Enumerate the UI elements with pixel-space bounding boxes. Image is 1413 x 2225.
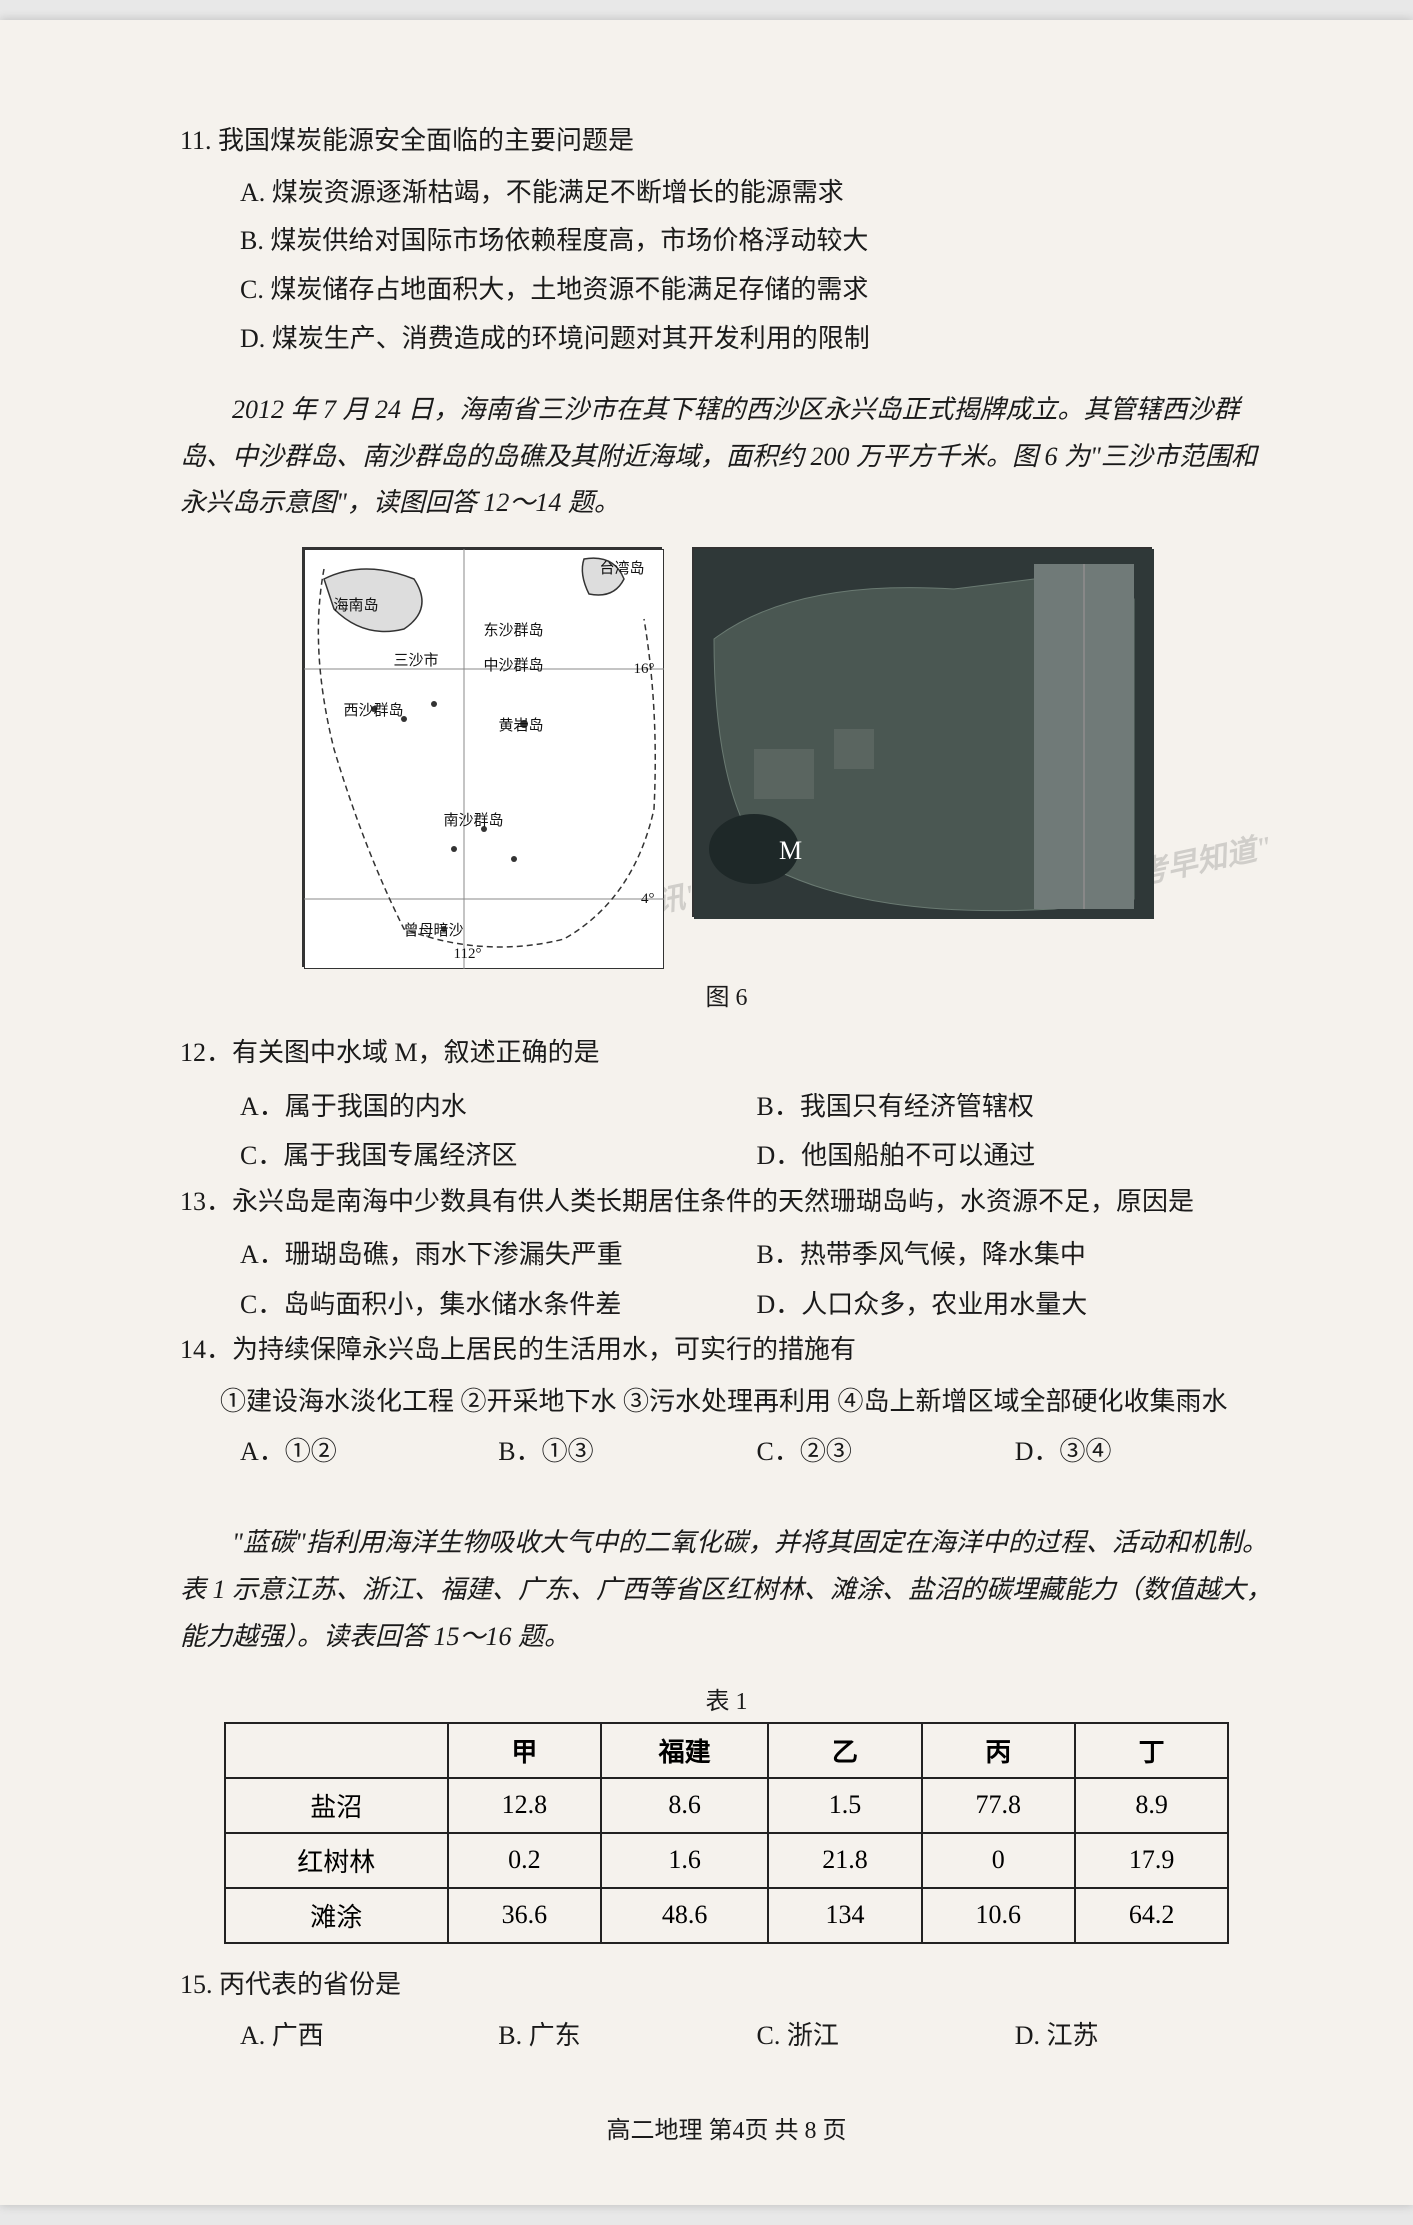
q15-option-d: D. 江苏: [1015, 2013, 1273, 2060]
row1-c3: 1.5: [768, 1778, 921, 1833]
q12-option-b: B．我国只有经济管辖权: [757, 1082, 1274, 1131]
row1-c1: 12.8: [448, 1778, 601, 1833]
label-xisha: 西沙群岛: [344, 699, 404, 720]
row2-c4: 0: [922, 1833, 1075, 1888]
q14-option-b: B．①③: [498, 1429, 756, 1476]
label-huangyan: 黄岩岛: [499, 714, 544, 735]
q11-option-b: B. 煤炭供给对国际市场依赖程度高，市场价格浮动较大: [240, 218, 1273, 265]
q13-stem: 13．永兴岛是南海中少数具有供人类长期居住条件的天然珊瑚岛屿，水资源不足，原因是: [180, 1181, 1273, 1223]
row1-c2: 8.6: [601, 1778, 768, 1833]
q11-option-a: A. 煤炭资源逐渐枯竭，不能满足不断增长的能源需求: [240, 170, 1273, 217]
label-zhongsha: 中沙群岛: [484, 654, 544, 675]
page-footer: 高二地理 第4页 共 8 页: [180, 2110, 1273, 2145]
passage-2: "蓝碳"指利用海洋生物吸收大气中的二氧化碳，并将其固定在海洋中的过程、活动和机制…: [180, 1520, 1273, 1660]
q14-option-d: D．③④: [1015, 1429, 1273, 1476]
q11-option-d: D. 煤炭生产、消费造成的环境问题对其开发利用的限制: [240, 316, 1273, 363]
q13-option-a: A．珊瑚岛礁，雨水下渗漏失严重: [240, 1230, 757, 1279]
label-m: M: [779, 836, 802, 865]
row3-c2: 48.6: [601, 1888, 768, 1943]
q12-option-a: A．属于我国的内水: [240, 1082, 757, 1131]
row2-label: 红树林: [225, 1833, 448, 1888]
row3-label: 滩涂: [225, 1888, 448, 1943]
label-lat4: 4°: [641, 891, 655, 908]
row2-c1: 0.2: [448, 1833, 601, 1888]
q14-options: A．①② B．①③ C．②③ D．③④: [180, 1429, 1273, 1476]
figure-6-row: 台湾岛 东沙群岛 海南岛 三沙市 中沙群岛 西沙群岛 黄岩岛 南沙群岛 曾母暗沙…: [180, 547, 1273, 967]
q14-option-c: C．②③: [757, 1429, 1015, 1476]
q15-option-a: A. 广西: [240, 2013, 498, 2060]
q13-options: A．珊瑚岛礁，雨水下渗漏失严重 B．热带季风气候，降水集中 C．岛屿面积小，集水…: [180, 1230, 1273, 1329]
row3-c1: 36.6: [448, 1888, 601, 1943]
label-hainan: 海南岛: [334, 594, 379, 615]
table-row-tantu: 滩涂 36.6 48.6 134 10.6 64.2: [225, 1888, 1229, 1943]
row3-c5: 64.2: [1075, 1888, 1228, 1943]
row2-c2: 1.6: [601, 1833, 768, 1888]
label-zengmu: 曾母暗沙: [404, 919, 464, 940]
q11-option-c: C. 煤炭储存占地面积大，土地资源不能满足存储的需求: [240, 267, 1273, 314]
label-nansha: 南沙群岛: [444, 809, 504, 830]
th-blank: [225, 1723, 448, 1778]
table-1-caption: 表 1: [180, 1681, 1273, 1716]
photo-svg: M: [694, 549, 1154, 919]
th-ding: 丁: [1075, 1723, 1228, 1778]
th-bing: 丙: [922, 1723, 1075, 1778]
q14-stem: 14．为持续保障永兴岛上居民的生活用水，可实行的措施有: [180, 1329, 1273, 1371]
table-header-row: 甲 福建 乙 丙 丁: [225, 1723, 1229, 1778]
q15-option-c: C. 浙江: [757, 2013, 1015, 2060]
q13-option-d: D．人口众多，农业用水量大: [757, 1280, 1274, 1329]
label-lat16: 16°: [634, 661, 655, 678]
row3-c3: 134: [768, 1888, 921, 1943]
q12-option-c: C．属于我国专属经济区: [240, 1131, 757, 1180]
q12-options: A．属于我国的内水 B．我国只有经济管辖权 C．属于我国专属经济区 D．他国船舶…: [180, 1082, 1273, 1181]
row3-c4: 10.6: [922, 1888, 1075, 1943]
q15-option-b: B. 广东: [498, 2013, 756, 2060]
q11-options: A. 煤炭资源逐渐枯竭，不能满足不断增长的能源需求 B. 煤炭供给对国际市场依赖…: [180, 170, 1273, 363]
label-sansha: 三沙市: [394, 649, 439, 670]
table-1: 甲 福建 乙 丙 丁 盐沼 12.8 8.6 1.5 77.8 8.9 红树林 …: [224, 1722, 1230, 1944]
q13-option-c: C．岛屿面积小，集水储水条件差: [240, 1280, 757, 1329]
label-lon112: 112°: [454, 946, 482, 963]
th-fujian: 福建: [601, 1723, 768, 1778]
label-taiwan: 台湾岛: [599, 557, 644, 578]
th-jia: 甲: [448, 1723, 601, 1778]
row2-c5: 17.9: [1075, 1833, 1228, 1888]
q13-option-b: B．热带季风气候，降水集中: [757, 1230, 1274, 1279]
row1-label: 盐沼: [225, 1778, 448, 1833]
row1-c5: 8.9: [1075, 1778, 1228, 1833]
q12-option-d: D．他国船舶不可以通过: [757, 1131, 1274, 1180]
label-dongsha: 东沙群岛: [484, 619, 544, 640]
photo-yongxing: M: [692, 547, 1152, 917]
table-row-yanzhao: 盐沼 12.8 8.6 1.5 77.8 8.9: [225, 1778, 1229, 1833]
q12-stem: 12．有关图中水域 M，叙述正确的是: [180, 1032, 1273, 1074]
map-sansha: 台湾岛 东沙群岛 海南岛 三沙市 中沙群岛 西沙群岛 黄岩岛 南沙群岛 曾母暗沙…: [302, 547, 662, 967]
figure-6-caption: 图 6: [180, 977, 1273, 1012]
q15-options: A. 广西 B. 广东 C. 浙江 D. 江苏: [180, 2013, 1273, 2060]
row2-c3: 21.8: [768, 1833, 921, 1888]
exam-page: "高考早知道" 微信小程序"高考资讯" 11. 我国煤炭能源安全面临的主要问题是…: [0, 20, 1413, 2205]
q15-stem: 15. 丙代表的省份是: [180, 1964, 1273, 2006]
passage-1: 2012 年 7 月 24 日，海南省三沙市在其下辖的西沙区永兴岛正式揭牌成立。…: [180, 387, 1273, 527]
table-row-hongshulin: 红树林 0.2 1.6 21.8 0 17.9: [225, 1833, 1229, 1888]
q14-option-a: A．①②: [240, 1429, 498, 1476]
q14-circled-options: ①建设海水淡化工程 ②开采地下水 ③污水处理再利用 ④岛上新增区域全部硬化收集雨…: [180, 1379, 1273, 1426]
row1-c4: 77.8: [922, 1778, 1075, 1833]
q11-stem: 11. 我国煤炭能源安全面临的主要问题是: [180, 120, 1273, 162]
th-yi: 乙: [768, 1723, 921, 1778]
